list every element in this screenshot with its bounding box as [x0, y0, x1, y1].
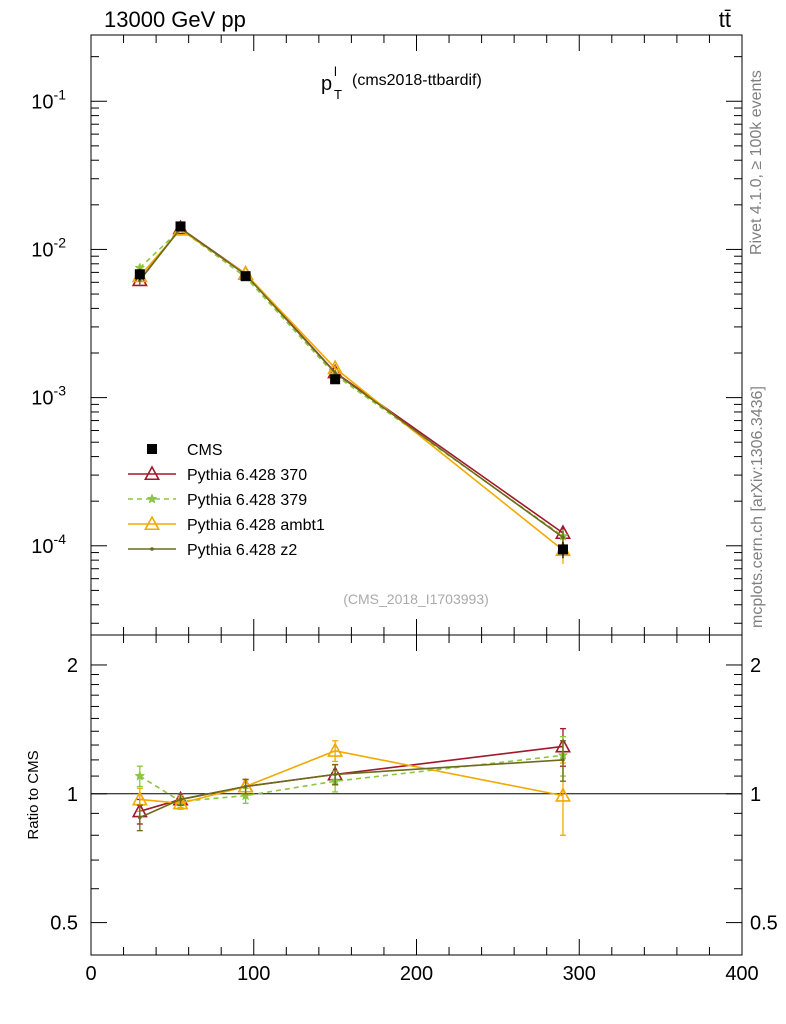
- process-label: tt̄: [719, 7, 731, 32]
- ratio-ytick-label-left: 0.5: [50, 913, 78, 935]
- legend-label: Pythia 6.428 379: [187, 492, 307, 509]
- legend-label: Pythia 6.428 z2: [187, 542, 297, 559]
- main-ytick-label: 10-1: [31, 86, 66, 113]
- ratio-ytick-label-right: 1: [750, 784, 761, 806]
- energy-label: 13000 GeV pp: [104, 7, 246, 32]
- ratio-series-line: [139, 759, 564, 819]
- legend: CMS Pythia 6.428 370 Pythia 6.428 379 Pythi…: [128, 442, 325, 559]
- main-series-3: [131, 220, 571, 564]
- ratio-data-point: [134, 770, 146, 781]
- ratio-xtick-label: 0: [85, 963, 96, 985]
- ratio-data-point: [327, 742, 344, 757]
- main-data-point: [138, 278, 142, 282]
- ratio-data-point: [561, 758, 565, 762]
- side-rivet-label: Rivet 4.1.0, ≥ 100k events: [748, 70, 765, 255]
- legend-item: Pythia 6.428 370: [128, 465, 307, 484]
- ratio-series-2: [131, 740, 571, 836]
- ratio-data-point: [138, 815, 142, 820]
- main-data-point: [561, 535, 565, 540]
- ratio-series-line: [139, 754, 564, 803]
- legend-item: Pythia 6.428 z2: [128, 542, 297, 559]
- legend-marker: [147, 444, 157, 454]
- ratio-xtick-label: 400: [725, 963, 758, 985]
- legend-item: Pythia 6.428 379: [128, 492, 307, 509]
- ratio-xtick-label: 100: [237, 963, 270, 985]
- main-data-point: [134, 269, 145, 280]
- ratio-data-point: [172, 794, 189, 810]
- main-ytick-label: 10-4: [31, 531, 66, 558]
- ratio-ytick-label-left: 2: [67, 655, 78, 677]
- ratio-data-point: [240, 790, 251, 801]
- ratio-data-point: [554, 786, 571, 802]
- title-subscript: T: [334, 87, 342, 102]
- main-data-point: [175, 221, 186, 232]
- main-series-0: [134, 221, 568, 559]
- main-data-point: [240, 271, 251, 282]
- legend-marker: [146, 493, 158, 504]
- ratio-ytick-label-right: 0.5: [750, 913, 778, 935]
- ratio-ylabel: Ratio to CMS: [25, 750, 42, 839]
- ratio-xtick-label: 300: [563, 963, 596, 985]
- main-series-line: [139, 227, 564, 539]
- main-data-point: [330, 374, 341, 385]
- legend-marker: [144, 515, 160, 531]
- title-superscript: l: [334, 64, 337, 79]
- legend-item: CMS: [147, 442, 223, 459]
- ratio-panel-frame: [90, 634, 743, 956]
- ratio-xtick-label: 200: [400, 963, 433, 985]
- main-ytick-label: 10-3: [31, 383, 66, 410]
- title-rest: (cms2018-ttbardif): [352, 72, 482, 89]
- legend-marker: [150, 547, 154, 551]
- main-data-layer: [131, 219, 571, 564]
- legend-marker: [144, 465, 160, 481]
- main-series-line: [139, 228, 564, 537]
- analysis-watermark: (CMS_2018_I1703993): [343, 591, 489, 607]
- ratio-series-0: [131, 727, 571, 825]
- ratio-data-point: [333, 772, 337, 777]
- title-main: p: [321, 73, 332, 95]
- ratio-ytick-label-right: 2: [750, 655, 761, 677]
- ratio-data-point: [243, 784, 248, 789]
- legend-label: Pythia 6.428 370: [187, 467, 307, 484]
- ratio-series-3: [136, 740, 566, 832]
- plot-title: p l T (cms2018-ttbardif): [321, 64, 482, 102]
- ratio-axes: 0.5 0.5 1 1 2 2 0 100 200 300 400: [50, 635, 778, 985]
- ratio-data-layer: [131, 727, 571, 836]
- main-data-point: [131, 271, 148, 287]
- main-data-point: [557, 544, 568, 555]
- main-axes: 10-4 10-3 10-2 10-1: [31, 35, 743, 635]
- main-ytick-label: 10-2: [31, 234, 66, 261]
- ratio-data-point: [178, 797, 183, 802]
- legend-item: Pythia 6.428 ambt1: [128, 515, 325, 534]
- legend-label: Pythia 6.428 ambt1: [187, 517, 325, 534]
- ratio-ytick-label-left: 1: [67, 784, 78, 806]
- side-mcplots-label: mcplots.cern.ch [arXiv:1306.3436]: [749, 386, 766, 628]
- legend-label: CMS: [187, 442, 223, 459]
- main-data-point: [333, 371, 337, 375]
